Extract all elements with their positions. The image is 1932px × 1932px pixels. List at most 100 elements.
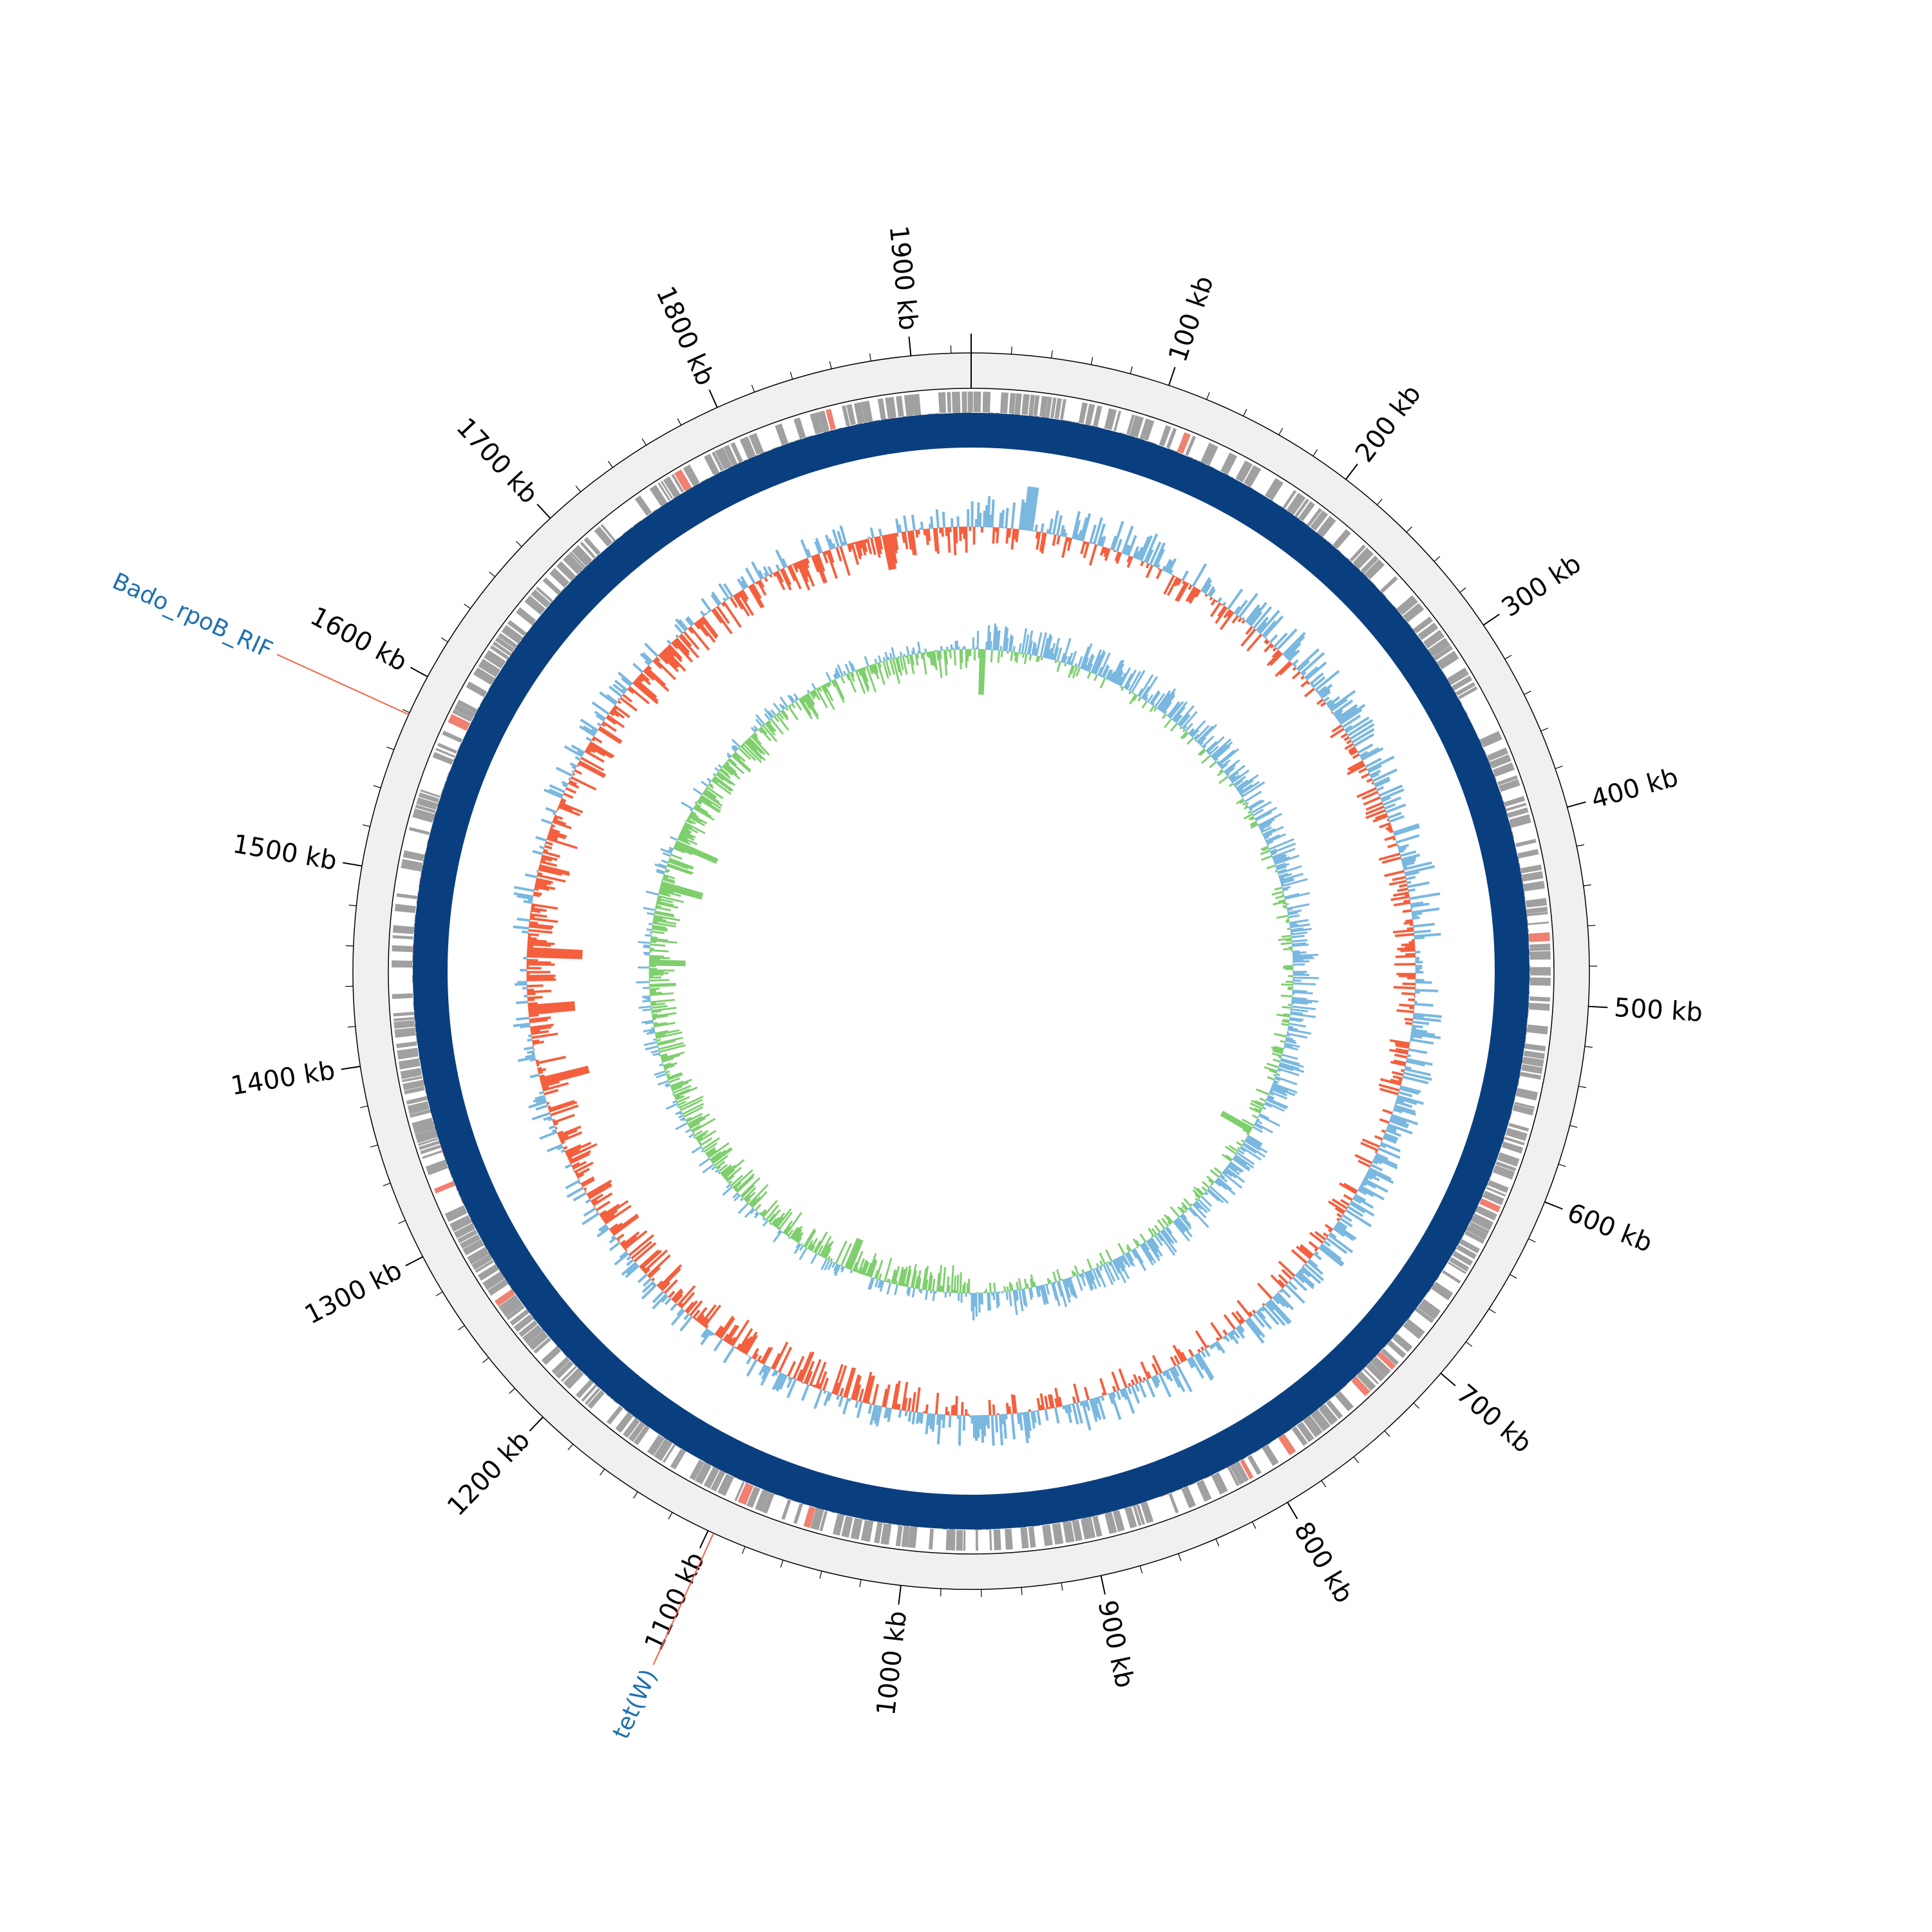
minor-tick [1577,844,1585,847]
minor-tick [790,372,793,380]
minor-tick [1384,1430,1390,1437]
major-tick [1588,1005,1608,1009]
axis-tick-label: 900 kb [1092,1598,1140,1690]
major-tick [1345,463,1358,480]
minor-tick [1459,587,1466,593]
major-tick [708,389,718,408]
minor-tick [360,1105,368,1108]
gc-content-positive [513,486,1443,1446]
minor-tick [829,361,832,369]
minor-tick [677,418,682,426]
minor-tick [1569,1125,1578,1128]
axis-tick-label: 1800 kb [650,282,720,390]
minor-tick [383,1182,391,1186]
minor-tick [1406,526,1412,533]
major-tick [898,1585,902,1605]
major-tick [341,1065,361,1070]
major-tick [405,1256,424,1267]
axis-tick-label: 600 kb [1563,1198,1656,1258]
minor-tick [482,1357,489,1363]
minor-tick [1243,408,1247,417]
minor-tick [819,1571,822,1579]
minor-tick [435,1291,443,1296]
gene-annotation-label: Bado_rpoB_RIF [108,568,276,664]
major-tick [908,336,912,356]
axis-tick-label: 1300 kb [300,1255,407,1330]
gc-skew-track [636,623,1319,1321]
minor-tick [362,824,370,828]
axis-tick-label: 100 kb [1163,272,1220,366]
axis-tick-label: 1200 kb [442,1425,536,1522]
minor-tick [1413,1403,1420,1409]
annotation-leader-line [652,1533,714,1665]
minor-tick [1251,1521,1256,1529]
minor-tick [1578,1086,1587,1088]
axis-tick-label: 1500 kb [231,829,339,876]
minor-tick [1206,392,1210,400]
major-tick [1544,1201,1563,1210]
minor-tick [1215,1539,1220,1546]
minor-tick [1555,766,1563,770]
gene-annotation-label: tet(W) [608,1665,663,1743]
minor-tick [1465,1341,1473,1347]
minor-tick [370,1144,378,1148]
minor-tick [1278,428,1283,435]
major-tick [1287,1502,1298,1520]
minor-tick [458,1325,465,1331]
major-tick [529,1416,544,1432]
axis-tick-label: 1400 kb [229,1056,337,1101]
minor-tick [633,1492,638,1499]
axis-tick-label: 400 kb [1588,762,1681,815]
annotation-leader-line [276,654,410,715]
minor-tick [1021,1587,1023,1595]
axis-tick-label: 800 kb [1288,1517,1359,1608]
minor-tick [440,637,448,643]
minor-tick [1130,366,1133,374]
minor-tick [869,353,871,361]
major-tick [1168,366,1176,386]
axis-tick-label: 1900 kb [884,224,923,332]
minor-tick [780,1560,784,1568]
minor-tick [1540,728,1548,732]
minor-tick [1524,690,1531,695]
backbone-ring [352,352,1590,1590]
axis-tick-label: 300 kb [1497,549,1587,623]
major-tick [536,504,551,519]
axis-tick-label: 700 kb [1451,1379,1537,1459]
minor-tick [1504,654,1512,660]
gc-content-track [513,486,1443,1446]
minor-tick [1178,1553,1182,1562]
minor-tick [607,460,613,468]
minor-tick [1510,1274,1517,1279]
axis-tick-label: 1700 kb [450,412,544,509]
contig-ring [413,413,1530,1530]
gc-content-negative [526,526,1416,1416]
minor-tick [1584,1046,1593,1048]
minor-tick [1528,1238,1536,1243]
minor-tick [398,1220,406,1224]
minor-tick [515,541,522,547]
minor-tick [1051,350,1053,359]
major-tick [1440,1372,1456,1387]
minor-tick [859,1579,862,1587]
major-tick [1100,1575,1106,1595]
minor-tick [1587,925,1596,927]
minor-tick [567,1443,574,1450]
major-tick [343,862,363,867]
major-tick [1482,613,1500,626]
minor-tick [464,603,471,609]
minor-tick [1312,449,1318,457]
minor-tick [940,1588,942,1596]
minor-tick [489,571,496,578]
minor-tick [600,1468,605,1475]
minor-tick [1139,1566,1143,1574]
gc-skew-negative [649,649,1294,1294]
minor-tick [1583,884,1591,887]
minor-tick [668,1512,673,1520]
major-tick [410,667,428,677]
minor-tick [1558,1164,1566,1167]
axis-tick-label: 1000 kb [871,1609,913,1717]
gc-skew-positive [636,623,1319,1321]
minor-tick [1090,357,1094,365]
minor-tick [641,438,647,446]
